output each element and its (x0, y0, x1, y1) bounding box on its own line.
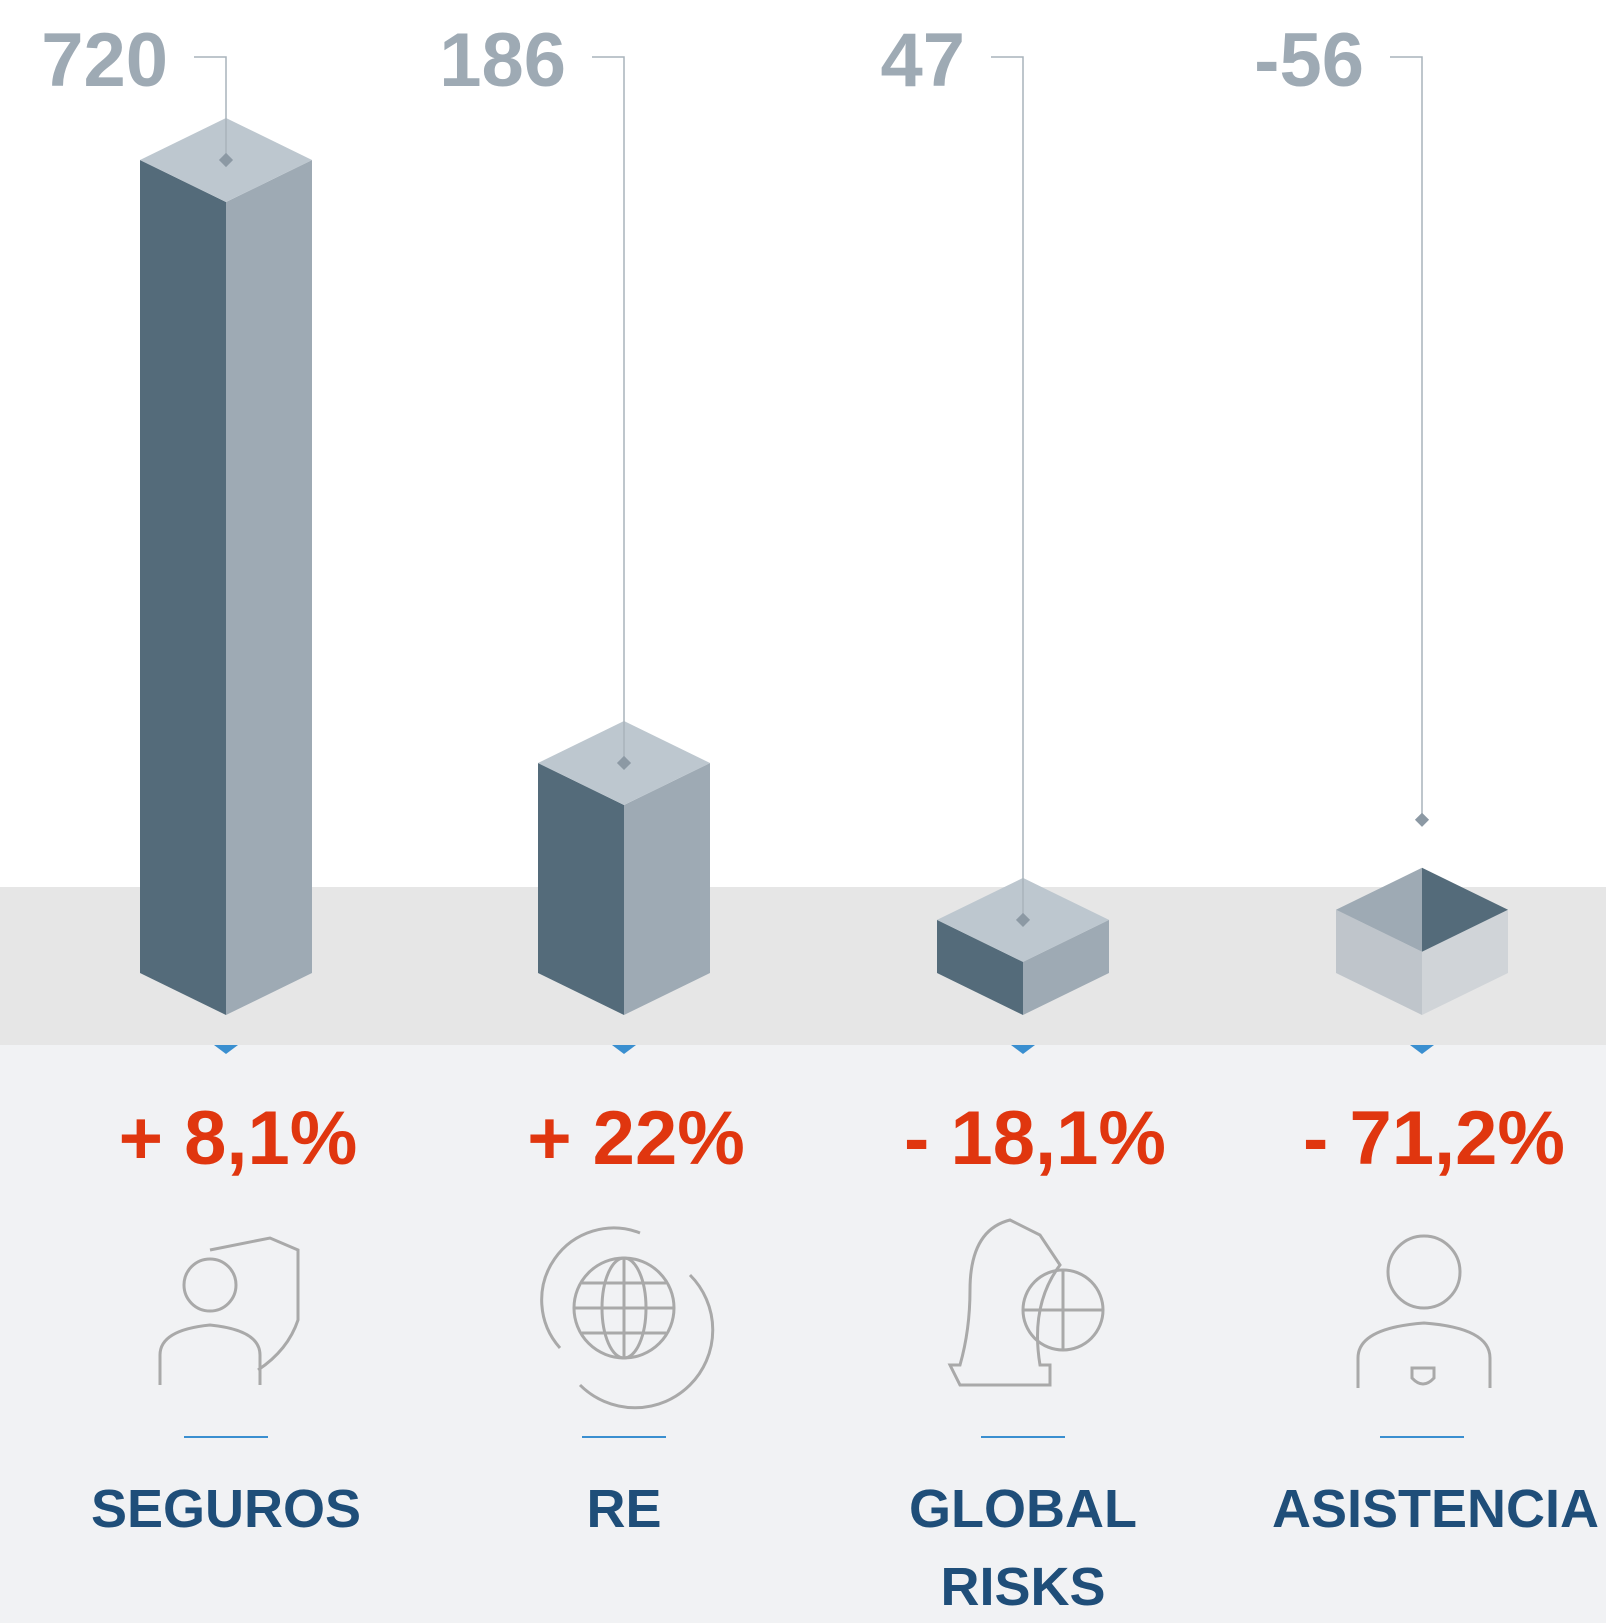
icon-person-shield (158, 1236, 300, 1385)
bar-inner-right (1422, 867, 1508, 952)
marker-chevron (1011, 1045, 1035, 1054)
marker-chevron (1410, 1045, 1434, 1054)
icon-globe-cycle (540, 1226, 715, 1410)
change-label: - 18,1% (904, 1096, 1166, 1181)
change-label: - 71,2% (1303, 1096, 1565, 1181)
leader-line (1390, 56, 1423, 820)
value-label: 720 (41, 18, 168, 103)
marker-chevron (214, 1045, 238, 1054)
change-label: + 8,1% (119, 1096, 358, 1181)
bar-left-face (937, 919, 1023, 1015)
icon-knight-globe (947, 1218, 1105, 1387)
leader-line (194, 56, 227, 160)
leader-dot (1414, 812, 1430, 827)
bar-left-side (1336, 909, 1422, 1015)
leader-dot (218, 152, 234, 168)
bar-right-side (1422, 909, 1508, 1015)
category-label: SEGUROS (90, 1479, 362, 1539)
bar-right-face (226, 160, 312, 1015)
change-label: + 22% (527, 1096, 745, 1181)
leader-dot (1015, 912, 1031, 928)
category-label: GLOBAL RISKS (909, 1479, 1137, 1617)
bar-left-face (538, 762, 624, 1015)
leader-line (592, 56, 625, 763)
icon-agent (1356, 1234, 1492, 1388)
marker-chevron (612, 1045, 636, 1054)
value-label: 186 (439, 18, 566, 103)
value-label: 47 (880, 18, 965, 103)
leader-line (991, 56, 1024, 920)
category-label: ASISTENCIA (1272, 1479, 1600, 1539)
bar-right-face (1023, 919, 1109, 1015)
icons (158, 1218, 1492, 1410)
bar-left-face (140, 160, 226, 1015)
bar-right-face (624, 762, 710, 1015)
value-label: -56 (1254, 18, 1364, 103)
bar-inner-left (1336, 867, 1422, 952)
category-label: RE (586, 1479, 662, 1539)
lower-panel (0, 1045, 1606, 1623)
leader-dot (616, 755, 632, 771)
